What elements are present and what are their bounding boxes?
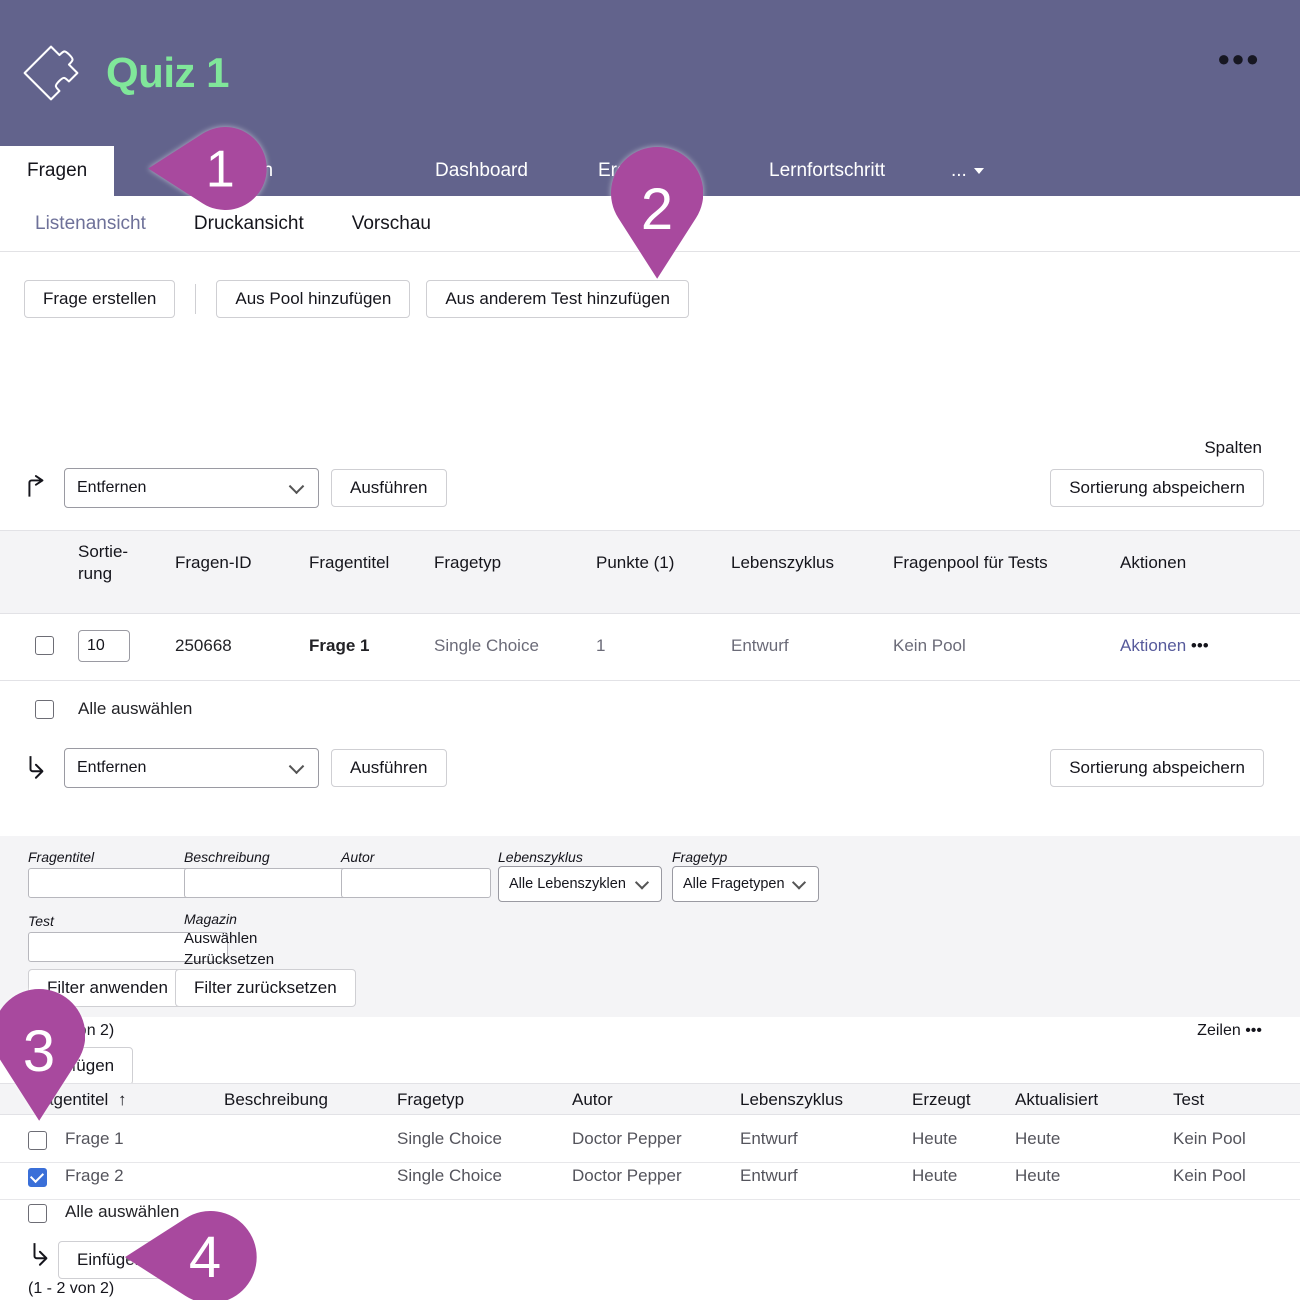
svg-text:4: 4: [189, 1226, 221, 1290]
svg-text:2: 2: [641, 178, 673, 242]
svg-text:1: 1: [206, 140, 235, 198]
svg-text:3: 3: [23, 1020, 55, 1084]
